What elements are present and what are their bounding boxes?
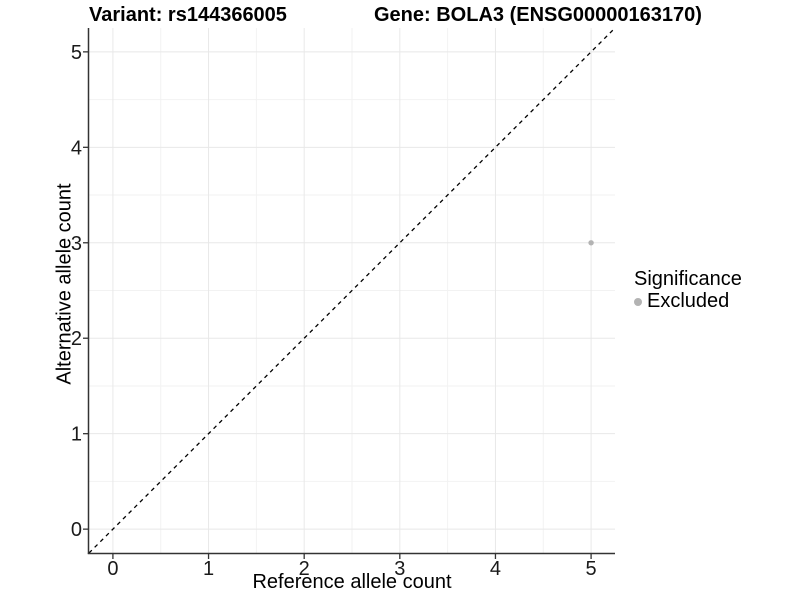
plot-title-gene: Gene: BOLA3 (ENSG00000163170) xyxy=(374,4,702,26)
plot-title-variant: Variant: rs144366005 xyxy=(89,4,287,26)
legend-title: Significance xyxy=(634,268,742,290)
y-tick-label: 3 xyxy=(71,233,82,255)
legend-point-icon xyxy=(634,297,642,306)
x-tick-label: 5 xyxy=(586,558,597,580)
legend-item-label: Excluded xyxy=(647,290,730,312)
y-tick-label: 2 xyxy=(71,328,82,350)
identity-reference-line xyxy=(88,27,616,554)
x-tick-label: 4 xyxy=(490,558,501,580)
x-axis-title: Reference allele count xyxy=(252,571,452,593)
y-tick-label: 1 xyxy=(71,424,82,446)
x-tick-label: 2 xyxy=(299,558,310,580)
x-tick-label: 3 xyxy=(394,558,405,580)
x-tick-label: 0 xyxy=(107,558,118,580)
x-tick-label: 1 xyxy=(203,558,214,580)
y-tick-label: 0 xyxy=(71,519,82,541)
legend: Significance Excluded xyxy=(634,269,742,312)
y-tick-label: 5 xyxy=(71,42,82,64)
y-tick-label: 4 xyxy=(71,137,82,159)
legend-item-excluded: Excluded xyxy=(634,291,742,312)
data-point xyxy=(588,240,594,246)
y-axis-title: Alternative allele count xyxy=(53,183,76,385)
